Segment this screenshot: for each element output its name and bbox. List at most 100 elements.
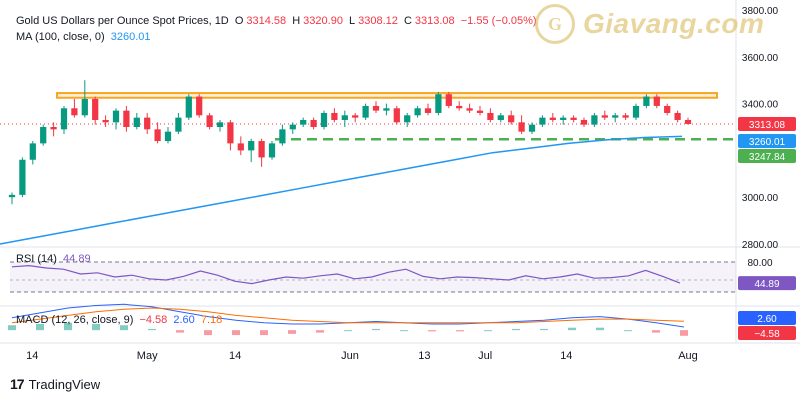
close-value: 3313.08 xyxy=(414,15,455,27)
macd-signal-line xyxy=(11,307,685,324)
macd-badge: 2.60 xyxy=(757,314,777,325)
candle-body xyxy=(352,115,359,118)
giavang-seal-icon: G xyxy=(535,4,575,44)
macd-histogram-bar xyxy=(372,328,380,331)
y-tick-label: 3800.00 xyxy=(742,6,779,17)
candle-body xyxy=(196,96,203,116)
candle-body xyxy=(476,110,484,113)
candle-body xyxy=(653,96,660,106)
candle-body xyxy=(237,143,244,151)
candle-body xyxy=(393,108,400,123)
candle-body xyxy=(664,105,671,113)
macd-histogram-bar xyxy=(568,327,576,331)
y-tick-label: 3400.00 xyxy=(742,100,779,111)
candle-body xyxy=(279,129,286,144)
candle-body xyxy=(92,98,99,120)
low-value: 3308.12 xyxy=(358,15,398,27)
candle-body xyxy=(435,94,442,113)
rsi-badge: 44.89 xyxy=(754,279,779,290)
rsi-badge-bg xyxy=(738,276,796,291)
ma-line xyxy=(0,135,683,245)
support-price-badge: 3247.84 xyxy=(749,152,786,163)
x-tick-label: 14 xyxy=(560,350,572,362)
x-tick-label: May xyxy=(137,350,158,362)
x-tick-label: 14 xyxy=(26,350,38,362)
macd-histogram-bar xyxy=(176,330,184,333)
rsi-legend: RSI (14) 44.89 xyxy=(16,252,94,266)
candle-body xyxy=(144,117,151,130)
candle-body xyxy=(331,112,338,120)
macd-histogram-bar xyxy=(484,330,492,332)
candle-body xyxy=(414,108,421,116)
candle-body xyxy=(175,117,182,132)
candle-body xyxy=(71,108,78,116)
support-price-badge-bg xyxy=(738,149,796,163)
candle-body xyxy=(289,124,296,130)
candle-body xyxy=(528,124,536,132)
candle-body xyxy=(560,117,567,120)
ma-price-badge-bg xyxy=(738,134,796,148)
y-tick-label: 3000.00 xyxy=(742,193,779,204)
macd-histogram-bar xyxy=(316,330,324,333)
tradingview-name: TradingView xyxy=(28,376,101,392)
candle-body xyxy=(632,105,640,118)
rsi-upper-tick: 80.00 xyxy=(747,258,772,269)
candle-body xyxy=(622,115,629,118)
candle-body xyxy=(19,159,26,195)
candle-body xyxy=(206,115,213,127)
candle-body xyxy=(50,127,57,130)
candle-body xyxy=(300,119,307,125)
macd-badge-bg xyxy=(738,311,796,325)
x-tick-label: Aug xyxy=(678,350,698,362)
candle-body xyxy=(258,141,265,158)
symbol-title: Gold US Dollars per Ounce Spot Prices, 1… xyxy=(16,15,229,27)
candle-body xyxy=(112,110,120,123)
rsi-label: RSI (14) xyxy=(16,253,57,265)
candle-body xyxy=(341,115,348,120)
rsi-line xyxy=(11,264,681,285)
candle-body xyxy=(539,117,546,125)
ma-legend: MA (100, close, 0) 3260.01 xyxy=(16,30,153,44)
macd-histogram-bar xyxy=(400,330,408,332)
candle-body xyxy=(102,119,109,123)
macd-histogram-bar xyxy=(344,330,352,332)
candle-body xyxy=(185,96,192,118)
candle-body xyxy=(133,117,140,127)
candle-body xyxy=(570,117,577,120)
y-tick-label: 2800.00 xyxy=(742,240,779,251)
candle-body xyxy=(684,119,692,124)
x-tick-label: 14 xyxy=(229,350,241,362)
x-tick-label: Jul xyxy=(478,350,492,362)
macd-histogram-badge: −4.58 xyxy=(754,329,780,340)
candle-body xyxy=(60,108,68,130)
macd-histogram-bar xyxy=(540,328,548,331)
giavang-watermark: G Giavang.com xyxy=(535,4,764,44)
candle-body xyxy=(508,115,515,123)
candle-body xyxy=(674,112,681,120)
candle-body xyxy=(383,108,390,111)
candle-body xyxy=(268,143,276,158)
tradingview-brand[interactable]: 17 TradingView xyxy=(10,376,100,392)
macd-histogram-bar xyxy=(680,330,688,336)
change-value: −1.55 (−0.05%) xyxy=(460,15,537,27)
candle-body xyxy=(81,98,88,116)
macd-histogram-bar xyxy=(512,328,520,331)
macd-histogram-bar xyxy=(36,324,44,331)
ma-value: 3260.01 xyxy=(110,31,151,43)
macd-legend: MACD (12, 26, close, 9) −4.58 2.60 7.18 xyxy=(16,313,225,327)
y-tick-label: 3600.00 xyxy=(742,53,779,64)
candle-body xyxy=(404,115,411,123)
macd-histogram-bar xyxy=(456,330,464,332)
candle-body xyxy=(591,115,598,125)
candle-body xyxy=(487,112,494,120)
candle-body xyxy=(320,112,328,127)
open-label: O xyxy=(234,15,244,27)
candle-body xyxy=(248,141,255,151)
macd-label: MACD (12, 26, close, 9) xyxy=(16,314,134,326)
macd-histogram-bar xyxy=(148,328,156,331)
symbol-legend: Gold US Dollars per Ounce Spot Prices, 1… xyxy=(16,14,540,28)
open-value: 3314.58 xyxy=(246,15,287,27)
candle-body xyxy=(29,143,36,160)
macd-histogram-bar xyxy=(260,330,268,336)
